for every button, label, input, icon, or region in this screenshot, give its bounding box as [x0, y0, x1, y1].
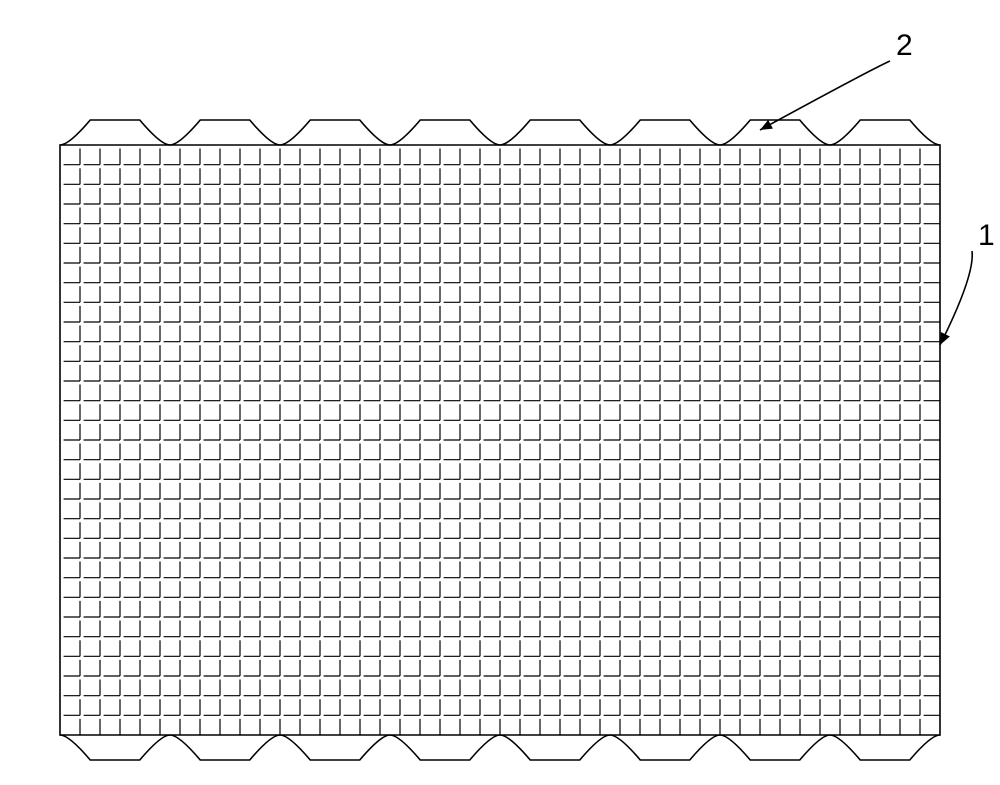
callout-2-arrowhead-icon: [760, 120, 773, 130]
callout-2: 2: [760, 29, 913, 130]
hatch-region: [60, 145, 940, 735]
callout-2-label: 2: [896, 29, 913, 62]
diagram-canvas: 21: [0, 0, 1000, 785]
callout-1-leader: [940, 251, 972, 345]
callout-1-label: 1: [978, 219, 995, 252]
callout-1: 1: [940, 219, 995, 345]
